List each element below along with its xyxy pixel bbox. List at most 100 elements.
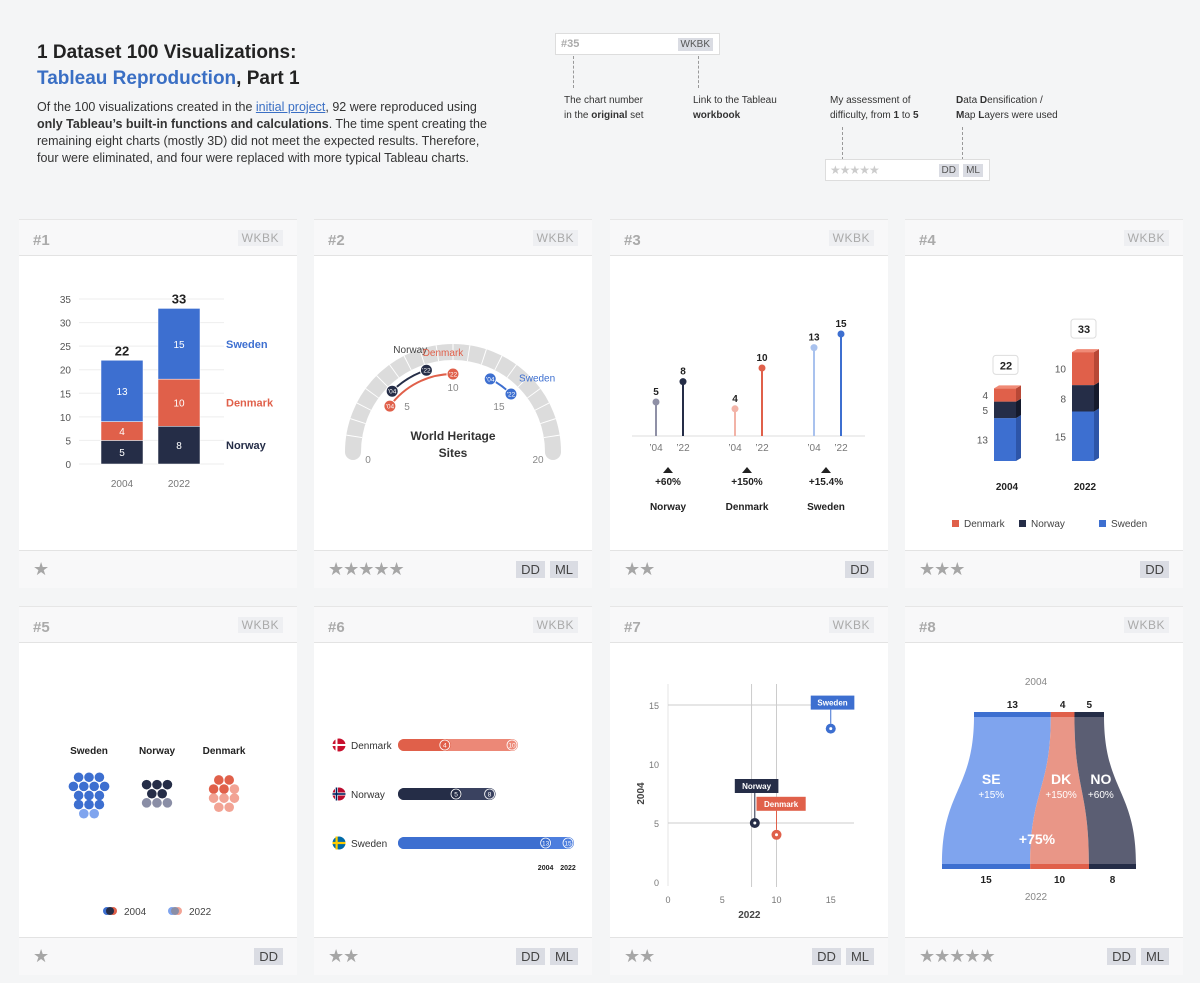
y-tick-label: 0: [654, 878, 659, 888]
chart-card-3: #3 WKBK 5 ’04 8 ’22 +60% Norway 4 ’04 10 ’22 +150% De…: [610, 219, 888, 588]
hex-dot: [79, 808, 89, 819]
bar3d-top: [1072, 349, 1099, 353]
flag-cross: [332, 744, 346, 746]
card-footer: ★ DD: [19, 937, 297, 975]
bar-value-label: 10: [173, 399, 185, 410]
value-label: 13: [542, 841, 550, 848]
intro-b: , 92 were reproduced using: [325, 100, 477, 114]
y-tick-label: 5: [65, 436, 71, 447]
chart-3: 5 ’04 8 ’22 +60% Norway 4 ’04 10 ’22 +150% Denmark 1…: [632, 319, 865, 513]
initial-project-link[interactable]: initial project: [255, 100, 326, 114]
difficulty-stars: ★★: [624, 559, 655, 579]
badge-ml: ML: [1140, 948, 1169, 965]
note1-a: The chart number: [564, 95, 643, 106]
difficulty-stars: ★★★★★: [919, 946, 996, 966]
workbook-link[interactable]: WKBK: [1123, 617, 1169, 633]
workbook-link[interactable]: WKBK: [828, 230, 874, 246]
badges: DD: [840, 561, 874, 579]
bar3d-total: 33: [1078, 324, 1090, 336]
bar3d-value: 10: [1055, 365, 1067, 376]
bar-value-label: 8: [176, 441, 182, 452]
gauge-point-label: '04: [388, 389, 397, 396]
x-tick-label: 15: [826, 895, 836, 905]
badges: DD ML: [1102, 948, 1169, 966]
point-label: Denmark: [764, 800, 799, 809]
bar3d-front-sweden: [1072, 411, 1094, 461]
chart-card-1: #1 WKBK 0 5 10 15 20 25 30 35 5 4 13 22 2004 8 10 15 33 202…: [19, 219, 297, 588]
lollipop-value: 8: [680, 367, 686, 378]
value-label: 10: [508, 743, 516, 750]
y-tick-label: 35: [60, 295, 72, 306]
note1-c: set: [627, 110, 644, 121]
lollipop-value: 15: [835, 319, 847, 330]
bar3d-total: 22: [1000, 360, 1012, 372]
note4-d2: D: [979, 95, 988, 106]
range-bar-base: [398, 788, 462, 800]
workbook-link[interactable]: WKBK: [532, 230, 578, 246]
hex-dot: [94, 772, 105, 783]
hex-dot: [224, 802, 234, 813]
legend-swatch: [952, 520, 959, 527]
gauge-point: [385, 384, 399, 398]
workbook-link[interactable]: WKBK: [237, 230, 283, 246]
y-tick-label: 25: [60, 342, 72, 353]
card-number: #7: [624, 619, 641, 636]
legend-label: Norway: [1031, 519, 1065, 530]
bar-sweden-2022: [157, 308, 201, 380]
flag-cross: [332, 793, 346, 795]
note4-b: ensification /: [987, 95, 1043, 106]
difficulty-stars: ★★: [328, 946, 359, 966]
y-tick-label: 10: [60, 413, 72, 424]
card-header: #2 WKBK: [314, 220, 592, 256]
flow-top-bar: [1074, 712, 1104, 717]
x-tick-label: 5: [720, 895, 725, 905]
difficulty-stars: ★: [33, 559, 49, 579]
chart-4: 13 5 4 22 2004 15 8 10 33 2022 Denmark Norway Sweden: [952, 318, 1147, 530]
note2-bold: workbook: [693, 110, 741, 121]
x-tick-label: ’04: [649, 443, 663, 454]
workbook-link[interactable]: WKBK: [828, 617, 874, 633]
gauge-point: [419, 363, 433, 377]
hex-dot: [94, 799, 105, 810]
total-box: [1070, 318, 1097, 339]
workbook-link[interactable]: WKBK: [237, 617, 283, 633]
gauge-point: [504, 387, 518, 401]
gauge-point-label: '22: [449, 372, 458, 379]
hex-dot: [152, 779, 162, 790]
point-label-box: [810, 695, 855, 710]
card-footer: ★★ DD ML: [314, 937, 592, 975]
bar3d-side: [1094, 408, 1099, 461]
hex-dot: [94, 790, 105, 801]
badge-dd: DD: [254, 948, 283, 965]
gauge-tick-mark: [527, 388, 541, 399]
card-footer: ★: [19, 550, 297, 588]
badge-dd: DD: [1140, 561, 1169, 578]
x-legend-label: 2022: [560, 865, 576, 872]
hex-dot: [208, 793, 219, 803]
bar-total-label: 33: [172, 291, 186, 306]
gauge-arc-denmark: [389, 373, 454, 407]
hex-dot: [157, 788, 167, 799]
bar-value-label: 13: [116, 387, 128, 398]
legend-label: 2022: [189, 907, 212, 918]
change-label: +15.4%: [809, 477, 843, 488]
flow-top-value: 13: [1007, 700, 1019, 711]
chart-1: 0 5 10 15 20 25 30 35 5 4 13 22 2004 8 10 15 33 2022 Norwa…: [60, 291, 274, 490]
bar3d-side: [1016, 385, 1021, 402]
country-label: Norway: [351, 790, 385, 801]
gauge-tick-label: 15: [493, 402, 505, 413]
lollipop-head: [679, 378, 687, 386]
gauge-tick-mark: [517, 375, 530, 388]
title-rest: , Part 1: [236, 68, 300, 89]
point-label: Norway: [742, 782, 771, 791]
workbook-link[interactable]: WKBK: [1123, 230, 1169, 246]
y-tick-label: 0: [65, 460, 71, 471]
badge-dd: DD: [516, 948, 545, 965]
series-label-norway: Norway: [226, 440, 267, 452]
hex-dot: [73, 799, 84, 810]
workbook-link[interactable]: WKBK: [532, 617, 578, 633]
country-label: Norway: [650, 502, 687, 513]
bar3d-value: 15: [1055, 432, 1067, 443]
badges: DD: [249, 948, 283, 966]
difficulty-stars: ★★: [624, 946, 655, 966]
